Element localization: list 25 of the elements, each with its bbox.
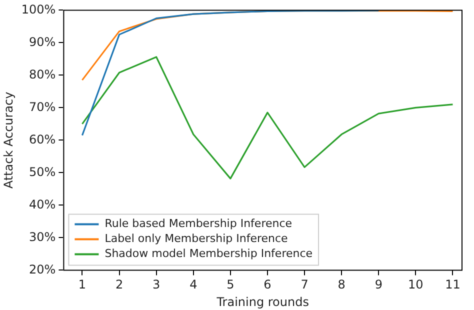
legend-label: Shadow model Membership Inference — [104, 247, 313, 260]
x-tick-label: 5 — [226, 278, 234, 292]
legend-label: Rule based Membership Inference — [104, 217, 292, 230]
y-tick-label: 100% — [21, 2, 56, 16]
y-axis-title: Attack Accuracy — [1, 92, 16, 189]
x-tick-label: 4 — [190, 278, 198, 292]
y-tick-label: 60% — [29, 132, 56, 146]
y-tick-label: 50% — [29, 164, 56, 179]
y-tick-label: 30% — [29, 230, 56, 244]
x-tick-label: 9 — [374, 278, 382, 292]
x-tick-label: 2 — [115, 278, 124, 292]
x-tick-label: 10 — [408, 278, 424, 292]
x-tick-label: 11 — [445, 278, 460, 292]
x-tick-label: 6 — [264, 278, 272, 292]
y-tick-label: 20% — [29, 262, 56, 276]
legend-label: Label only Membership Inference — [104, 232, 288, 246]
x-tick-label: 8 — [338, 278, 346, 292]
y-tick-label: 40% — [29, 197, 56, 212]
x-tick-label: 7 — [300, 278, 308, 292]
y-tick-label: 70% — [29, 100, 56, 114]
y-tick-label: 90% — [29, 34, 56, 49]
x-tick-label: 3 — [152, 278, 160, 292]
y-tick-label: 80% — [29, 67, 56, 82]
x-tick-label: 1 — [78, 278, 86, 292]
x-axis-title: Training rounds — [216, 294, 309, 309]
